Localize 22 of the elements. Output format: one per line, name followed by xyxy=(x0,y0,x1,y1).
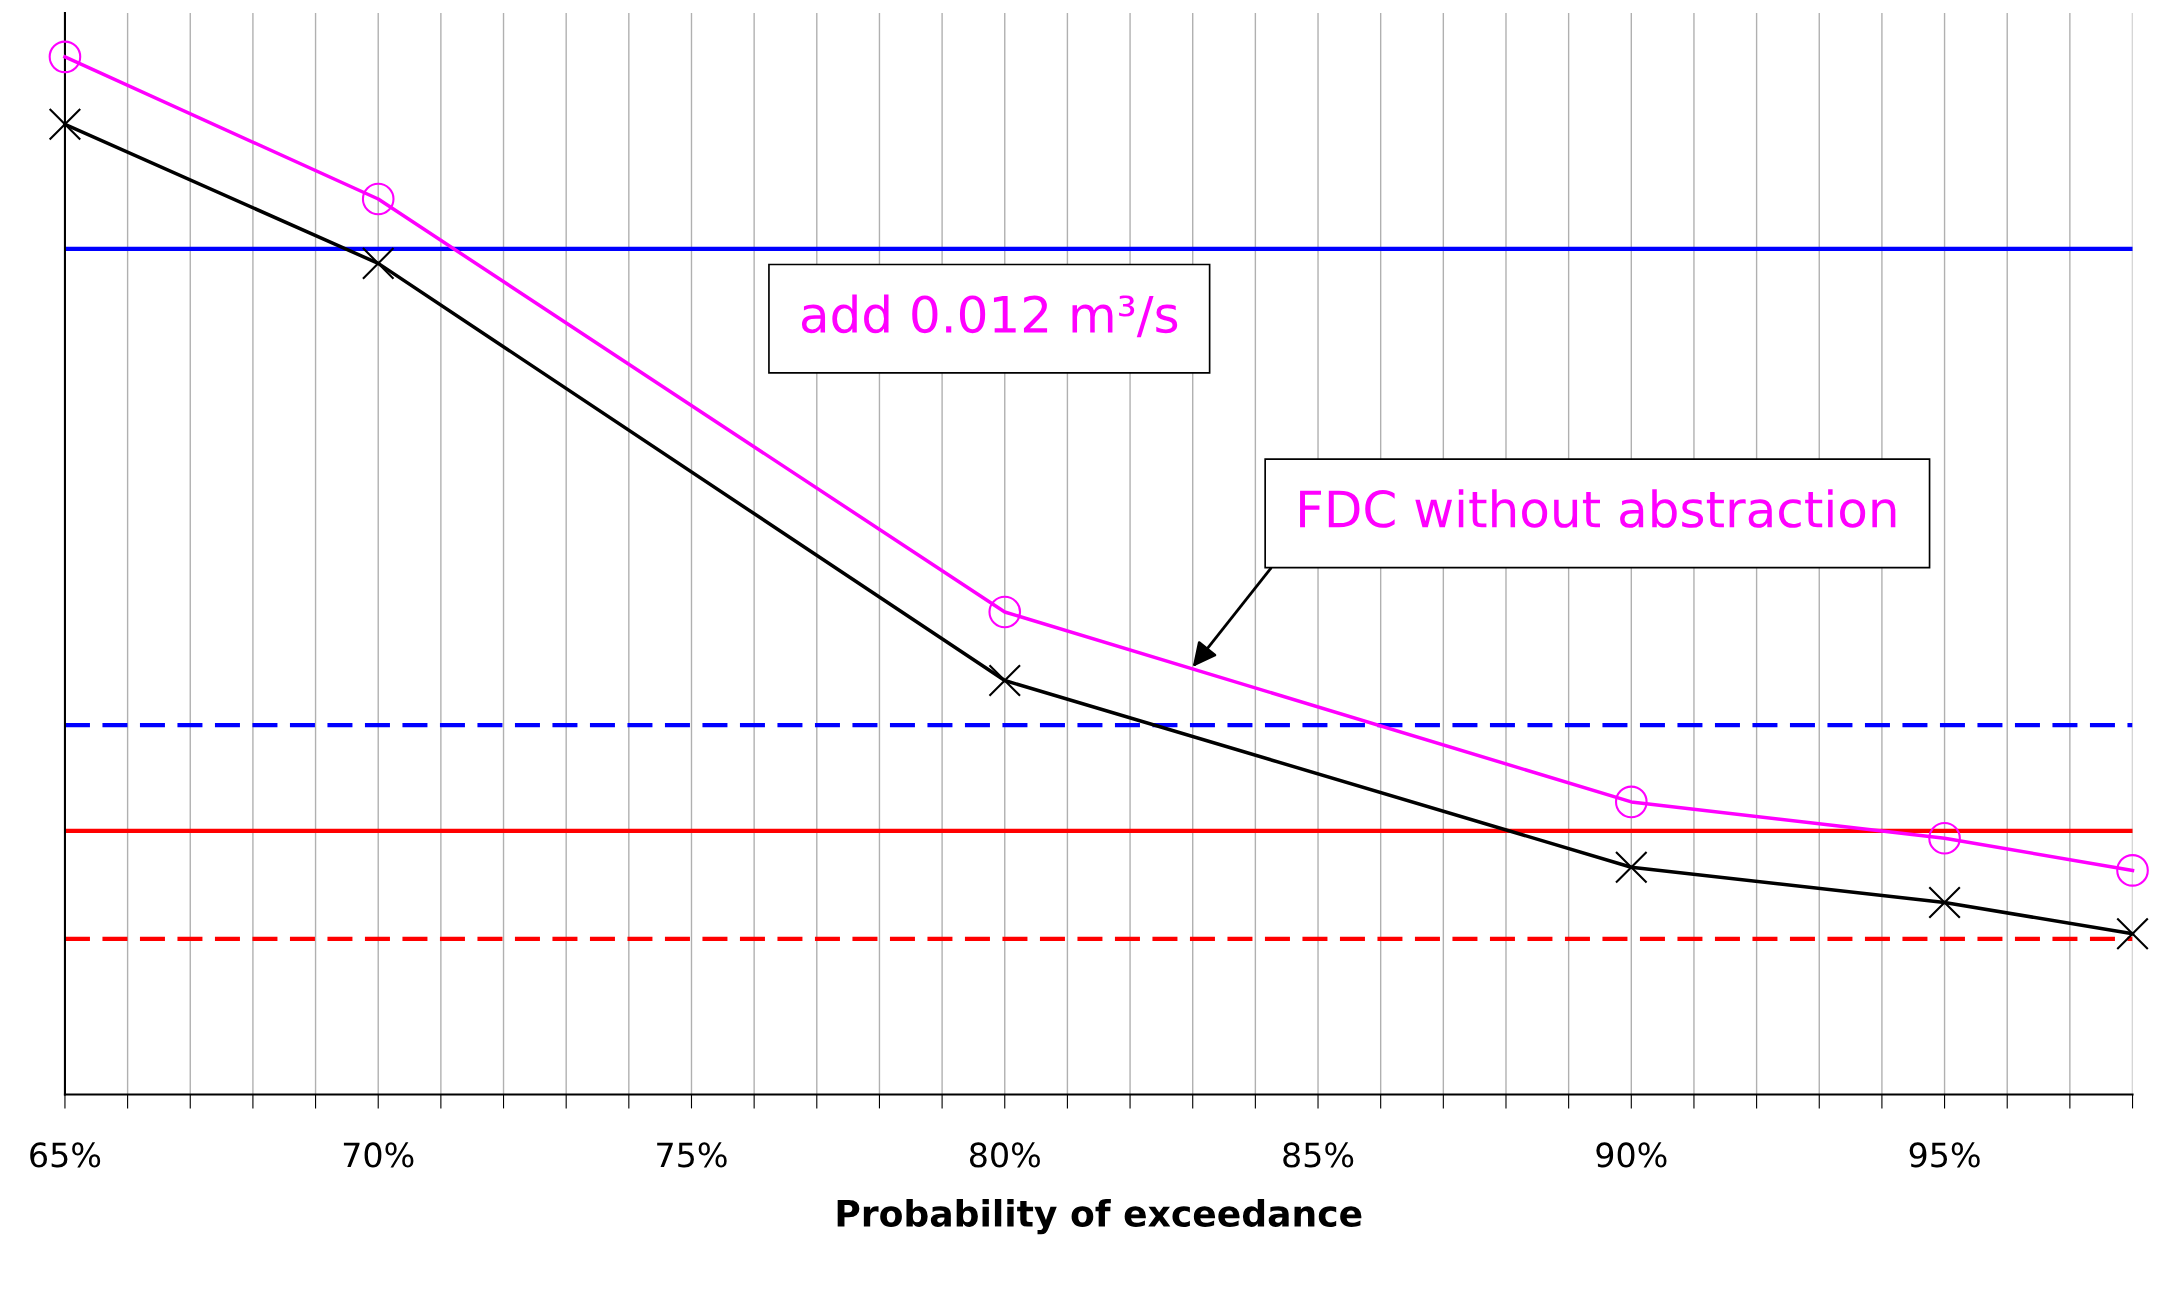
x-axis-title: Probability of exceedance xyxy=(837,1199,1362,1235)
x-tick-label: 70% xyxy=(343,1142,414,1168)
point xyxy=(988,664,1022,697)
point xyxy=(361,182,395,216)
point xyxy=(48,40,82,74)
point xyxy=(1928,821,1961,855)
point xyxy=(2116,854,2149,887)
point xyxy=(1614,785,1648,819)
x-tick-label: 85% xyxy=(1283,1142,1354,1168)
x-tick-label: 95% xyxy=(1909,1142,1980,1168)
point xyxy=(48,108,82,141)
annotation: FDC without abstraction xyxy=(1300,489,1896,528)
point xyxy=(2116,917,2149,950)
point xyxy=(361,247,395,280)
x-tick-label: 65% xyxy=(30,1142,101,1168)
x-tick-label: 90% xyxy=(1596,1142,1667,1168)
annotation: add 0.012 m³/s xyxy=(801,294,1178,338)
point xyxy=(988,595,1022,629)
point xyxy=(1614,850,1648,884)
x-tick-label: 80% xyxy=(969,1142,1040,1168)
point xyxy=(1928,886,1961,919)
x-tick-label: 75% xyxy=(657,1142,727,1168)
